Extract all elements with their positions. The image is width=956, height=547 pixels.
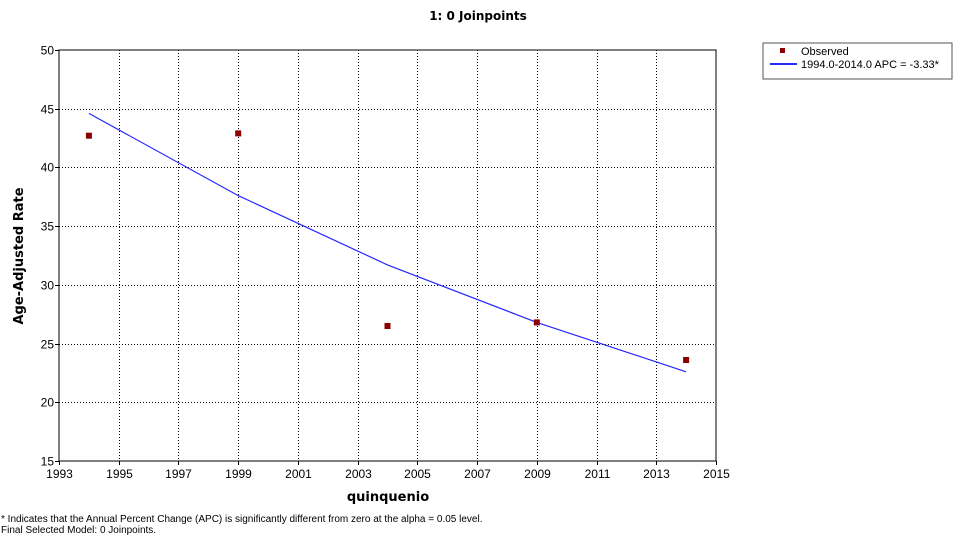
y-tick-label: 35 xyxy=(41,220,55,234)
legend-trend-label: 1994.0-2014.0 APC = -3.33* xyxy=(801,59,940,71)
x-tick-label: 2011 xyxy=(585,467,611,481)
x-tick-label: 2001 xyxy=(285,467,312,481)
y-tick-label: 45 xyxy=(41,103,55,117)
y-axis-title: Age-Adjusted Rate xyxy=(12,187,27,324)
y-tick-label: 20 xyxy=(41,396,55,410)
observed-point xyxy=(85,132,92,139)
trend-line xyxy=(88,112,687,373)
observed-points-layer xyxy=(85,130,690,363)
x-axis-title: quinquenio xyxy=(347,490,429,505)
observed-point xyxy=(533,319,540,326)
observed-point xyxy=(683,357,690,363)
x-tick-label: 1997 xyxy=(165,467,192,481)
legend-observed-label: Observed xyxy=(801,46,849,58)
observed-point xyxy=(235,130,242,137)
axis-ticks: 1993 1995 1997 1999 2001 2003 2005 2007 2009 2011… xyxy=(41,44,731,482)
y-tick-label: 25 xyxy=(41,338,55,352)
final-model-footnote: Final Selected Model: 0 Joinpoints. xyxy=(1,525,157,536)
x-tick-label: 2009 xyxy=(524,467,551,481)
x-tick-label: 1999 xyxy=(225,467,252,481)
y-tick-label: 40 xyxy=(41,161,55,175)
x-tick-label: 2005 xyxy=(404,467,431,481)
plot-area-frame xyxy=(58,49,717,462)
x-tick-label: 1993 xyxy=(46,467,73,481)
legend-frame xyxy=(762,42,953,80)
grid-lines xyxy=(59,50,716,461)
x-tick-label: 1995 xyxy=(106,467,133,481)
y-tick-label: 50 xyxy=(41,44,55,58)
trend-line-layer xyxy=(88,112,687,373)
y-tick-label: 30 xyxy=(41,279,55,293)
y-tick-label: 15 xyxy=(41,455,55,469)
significance-footnote: * Indicates that the Annual Percent Chan… xyxy=(1,514,483,525)
x-tick-label: 2013 xyxy=(643,467,670,481)
legend-observed-marker xyxy=(780,48,785,53)
x-tick-label: 2015 xyxy=(703,467,730,481)
chart-title: 1: 0 Joinpoints xyxy=(429,9,527,23)
observed-point xyxy=(384,323,391,329)
x-tick-label: 2007 xyxy=(464,467,491,481)
x-tick-label: 2003 xyxy=(345,467,372,481)
legend: Observed 1994.0-2014.0 APC = -3.33* xyxy=(762,42,953,80)
